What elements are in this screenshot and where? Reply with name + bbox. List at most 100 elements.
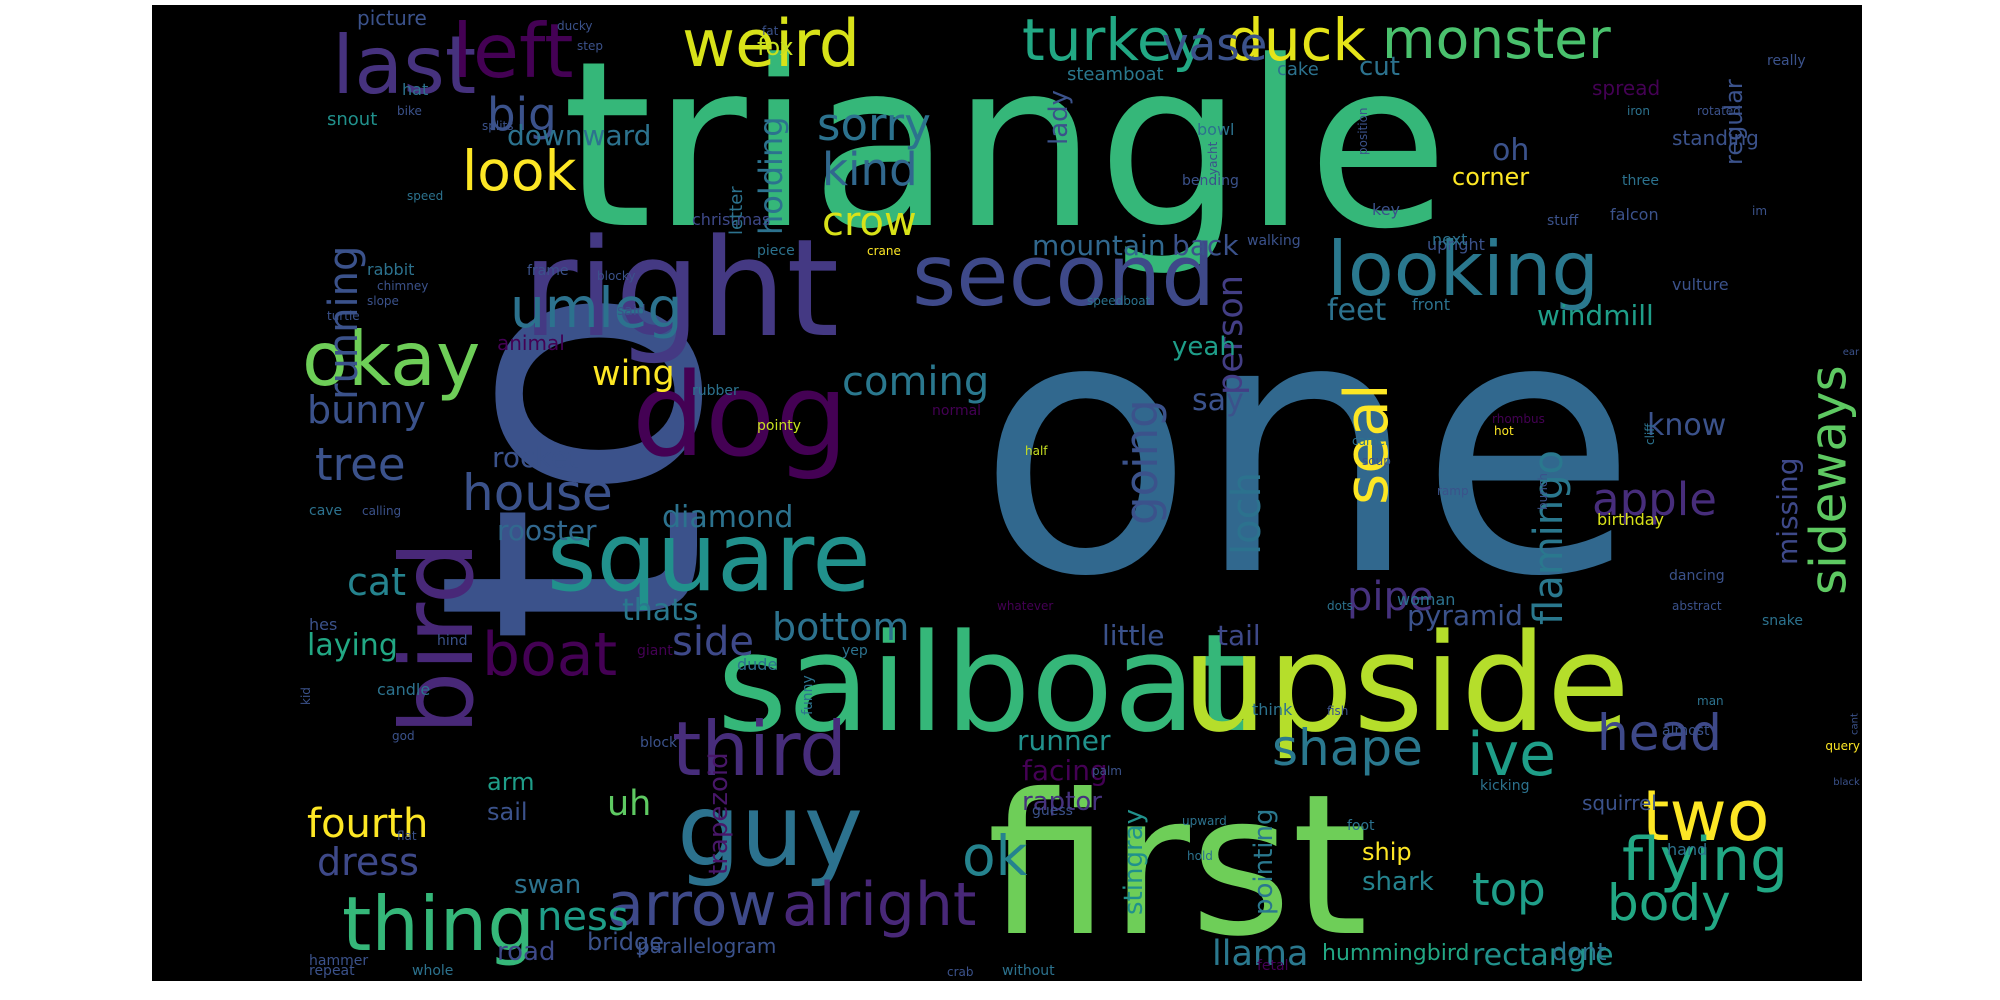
word-man: man (1697, 694, 1724, 708)
word-square: square (547, 503, 871, 613)
word-snake: snake (1762, 613, 1803, 629)
word-head: head (1597, 704, 1722, 762)
word-flying: flying (1622, 825, 1788, 895)
word-going: going (1115, 399, 1168, 525)
word-dog: dog (632, 349, 848, 483)
word-next: next (1432, 230, 1467, 249)
word-bunny: bunny (307, 388, 426, 432)
word-fat: fat (762, 24, 779, 38)
word-vulture: vulture (1672, 275, 1729, 294)
word-cant: cant (1849, 713, 1860, 735)
word-seal: seal (1332, 383, 1402, 505)
word-know: know (1647, 408, 1726, 443)
word-christmas: christmas (692, 210, 770, 229)
word-parallelogram: parallelogram (637, 934, 776, 958)
word-steamboat: steamboat (1067, 64, 1164, 85)
word-frame: frame (527, 263, 569, 279)
word-left: left (452, 7, 573, 95)
word-snout: snout (327, 109, 377, 130)
word-apple: apple (1592, 473, 1717, 526)
word-raptor: raptor (1022, 787, 1102, 817)
word-stuff: stuff (1547, 213, 1579, 229)
word-iron: iron (1627, 104, 1650, 118)
word-hummingbird: hummingbird (1322, 941, 1469, 966)
word-facing: facing (1022, 754, 1108, 787)
word-foot: foot (1347, 818, 1375, 834)
word-right: right (522, 210, 839, 367)
word-fourth: fourth (307, 801, 428, 847)
word-upward: upward (1182, 814, 1227, 828)
word-pointy: pointy (757, 418, 801, 434)
word-hind: hind (437, 633, 468, 649)
word-falcon: falcon (1610, 205, 1659, 224)
word-tail: tail (1217, 619, 1261, 652)
word-shark: shark (1362, 867, 1434, 897)
word-alright: alright (782, 870, 976, 940)
word-spread: spread (1592, 76, 1660, 100)
word-diamond: diamond (662, 500, 793, 535)
word-boat: boat (482, 620, 617, 690)
word-bird: bird (379, 541, 496, 735)
word-think: think (1252, 700, 1293, 719)
word-key: key (1372, 200, 1400, 219)
word-letter: letter (726, 186, 747, 235)
word-ship: ship (1362, 838, 1412, 866)
word-okay: okay (302, 315, 480, 403)
word-downward: downward (507, 119, 651, 152)
word-coming: coming (842, 359, 989, 405)
word-road: road (497, 937, 555, 967)
word-second: second (912, 227, 1215, 326)
word-hat: hat (402, 80, 428, 99)
word-first: first (987, 752, 1368, 979)
word-sorry: sorry (817, 98, 931, 151)
word-swan: swan (514, 870, 581, 900)
word-missing: missing (1771, 457, 1804, 565)
word-crane: crane (867, 244, 901, 258)
word-rhombus: rhombus (1492, 412, 1545, 426)
word-pipe: pipe (1347, 574, 1434, 620)
word-thing: thing (342, 880, 535, 968)
word-llama: llama (1212, 934, 1308, 974)
word-guess: guess (1032, 803, 1073, 819)
word-rocket: rocket (492, 441, 579, 474)
word-standing: standing (1672, 126, 1759, 150)
word-slope: slope (367, 294, 399, 308)
word-loch: loch (1224, 472, 1270, 555)
word-mountain: mountain (1032, 229, 1166, 262)
word-bunch: bunch (1536, 473, 1550, 510)
word-person: person (1211, 275, 1251, 395)
word-pointing: pointing (1249, 808, 1279, 915)
word-really: really (1767, 53, 1806, 69)
word-duck: duck (1227, 6, 1366, 74)
word-bottom: bottom (772, 605, 909, 649)
word-normal: normal (932, 403, 981, 419)
word-cat: cat (347, 560, 406, 604)
word-said: said (617, 303, 646, 319)
word-regular: regular (1720, 79, 1748, 165)
word-house: house (462, 464, 613, 522)
word-front: front (1412, 295, 1450, 314)
word-im: im (1752, 204, 1767, 218)
word-turkey: turkey (1022, 6, 1207, 74)
word-looking: looking (1327, 225, 1599, 313)
word-cave: cave (309, 503, 342, 519)
word-whole: whole (412, 963, 453, 979)
word-chimney: chimney (377, 279, 428, 293)
word-laying: laying (307, 628, 398, 663)
word-upright: upright (1427, 235, 1485, 254)
word-bridge: bridge (587, 928, 664, 956)
word-windmill: windmill (1537, 299, 1654, 332)
word-kicking: kicking (1480, 778, 1529, 794)
word-abstract: abstract (1672, 599, 1722, 613)
word-guy: guy (677, 772, 863, 889)
word-to: to (363, 284, 782, 645)
word-rectangle: rectangle (1472, 938, 1614, 973)
word-fetal: fetal (1257, 958, 1289, 974)
word-three: three (1622, 173, 1659, 189)
word-camel: camel (1352, 434, 1388, 448)
word-bending: bending (1182, 173, 1239, 189)
word-turtle: turtle (327, 309, 360, 323)
word-bike: bike (397, 104, 422, 118)
word-ramp: ramp (1437, 484, 1469, 498)
word-fox: fox (757, 33, 794, 61)
